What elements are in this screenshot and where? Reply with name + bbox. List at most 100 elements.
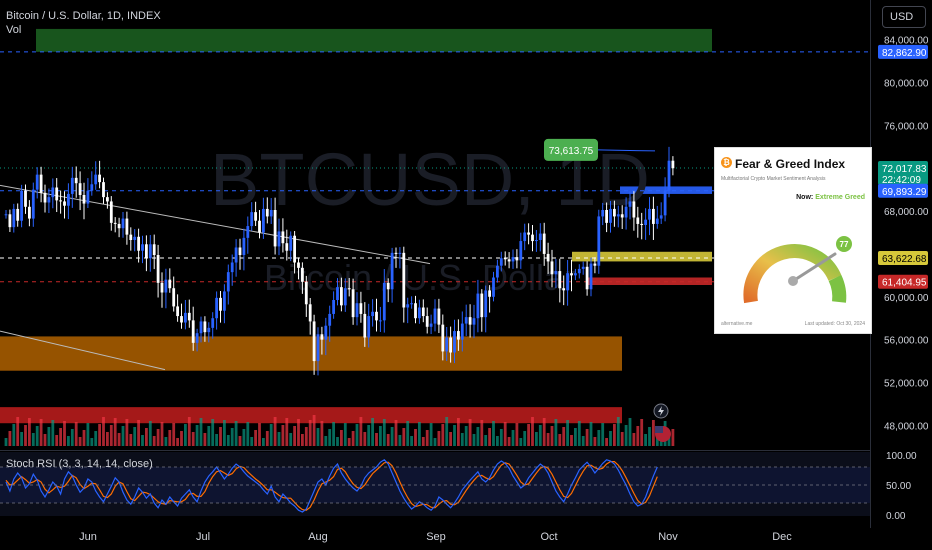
volume-bar-123 <box>484 435 488 446</box>
candle-body-96 <box>379 320 382 322</box>
volume-bar-23 <box>94 431 98 446</box>
candle-body-41 <box>164 279 168 293</box>
volume-bar-156 <box>613 424 616 446</box>
volume-bar-155 <box>609 431 612 446</box>
volume-bar-70 <box>277 432 281 446</box>
price-tick-label: 80,000.00 <box>884 79 929 90</box>
candle-body-124 <box>488 290 491 297</box>
price-tag-bg-0 <box>878 44 928 59</box>
candle-body-24 <box>98 174 101 183</box>
candle-body-107 <box>421 307 425 317</box>
candle-body-14 <box>59 200 62 202</box>
volume-bar-103 <box>406 421 410 446</box>
volume-bar-86 <box>340 430 343 446</box>
candle-body-155 <box>609 208 612 223</box>
volume-bar-31 <box>125 419 129 446</box>
fear-greed-source: alternative.me <box>721 321 753 327</box>
candle-body-162 <box>636 217 640 224</box>
price-tick-label: 60,000.00 <box>884 293 929 304</box>
price-tag-bg-2 <box>878 183 928 198</box>
volume-bar-110 <box>433 438 437 446</box>
volume-bar-92 <box>363 432 367 446</box>
volume-bar-121 <box>476 427 480 446</box>
candle-body-27 <box>109 201 113 223</box>
candle-body-92 <box>363 313 367 338</box>
volume-bar-131 <box>515 423 519 446</box>
candle-body-54 <box>215 297 218 319</box>
candle-body-167 <box>655 218 659 224</box>
price-tag-4: 61,404.95 <box>882 278 927 289</box>
candle-body-99 <box>390 252 394 290</box>
volume-bar-10 <box>43 434 47 446</box>
candle-body-48 <box>191 320 195 343</box>
now-label: Now: <box>796 194 814 201</box>
volume-bar-38 <box>152 436 156 446</box>
volume-bar-135 <box>531 417 534 446</box>
volume-bar-5 <box>24 425 27 446</box>
volume-bar-128 <box>503 422 507 446</box>
volume-bar-96 <box>379 426 382 446</box>
volume-bar-40 <box>160 422 164 446</box>
volume-bar-158 <box>620 432 624 446</box>
candle-body-120 <box>472 318 476 325</box>
volume-bar-89 <box>351 431 355 446</box>
volume-bar-32 <box>129 434 133 446</box>
volume-bar-72 <box>285 418 289 446</box>
volume-bar-74 <box>293 426 296 446</box>
volume-bar-59 <box>234 421 238 446</box>
currency-button[interactable]: USD <box>882 6 926 28</box>
volume-bar-45 <box>180 431 183 446</box>
volume-bar-153 <box>601 423 605 446</box>
candle-body-25 <box>102 182 105 198</box>
candle-body-129 <box>507 259 511 262</box>
volume-bar-78 <box>308 420 312 446</box>
candle-body-12 <box>51 187 55 198</box>
volume-bar-2 <box>12 424 16 446</box>
volume-bar-14 <box>59 428 62 446</box>
candle-body-51 <box>203 321 207 333</box>
volume-bar-150 <box>589 422 593 446</box>
volume-bar-43 <box>172 423 176 446</box>
candle-body-148 <box>581 266 585 269</box>
candle-body-116 <box>457 331 460 340</box>
fear-greed-subtitle: Multifactorial Crypto Market Sentiment A… <box>721 176 826 182</box>
candle-body-45 <box>180 316 183 323</box>
volume-bar-51 <box>203 433 207 446</box>
volume-bar-65 <box>258 423 261 446</box>
candle-body-22 <box>90 184 94 191</box>
candle-body-50 <box>199 321 203 334</box>
volume-bar-170 <box>667 436 671 446</box>
volume-bar-115 <box>453 425 456 446</box>
candle-body-68 <box>269 210 273 217</box>
price-tag-bg-1 <box>878 161 928 186</box>
candle-body-121 <box>476 293 480 319</box>
volume-bar-112 <box>441 424 445 446</box>
candle-body-75 <box>297 262 300 268</box>
volume-bar-15 <box>63 421 66 446</box>
volume-bar-49 <box>195 425 199 446</box>
candle-body-151 <box>593 263 597 266</box>
candle-body-94 <box>371 311 374 317</box>
candle-body-60 <box>238 247 242 255</box>
candle-body-52 <box>207 327 211 333</box>
candle-body-59 <box>234 247 238 263</box>
volume-bar-138 <box>542 418 546 446</box>
candle-body-73 <box>289 235 293 251</box>
candle-body-137 <box>538 233 542 240</box>
candle-body-154 <box>605 210 608 223</box>
volume-bar-162 <box>636 426 640 446</box>
candle-body-18 <box>74 177 78 184</box>
zone-3 <box>572 251 712 262</box>
volume-bar-126 <box>496 436 499 446</box>
candle-body-32 <box>129 234 133 240</box>
volume-bar-141 <box>554 419 558 446</box>
volume-bar-22 <box>90 438 94 446</box>
volume-bar-151 <box>593 437 597 446</box>
fear-greed-now: Now: Extreme Greed <box>796 194 865 201</box>
candle-body-44 <box>176 306 179 317</box>
time-tick-label: Oct <box>540 531 557 543</box>
time-tick-label: Sep <box>426 531 446 543</box>
fear-greed-gauge: 77 <box>743 236 852 304</box>
volume-bar-107 <box>421 437 425 446</box>
candle-body-97 <box>382 282 386 321</box>
